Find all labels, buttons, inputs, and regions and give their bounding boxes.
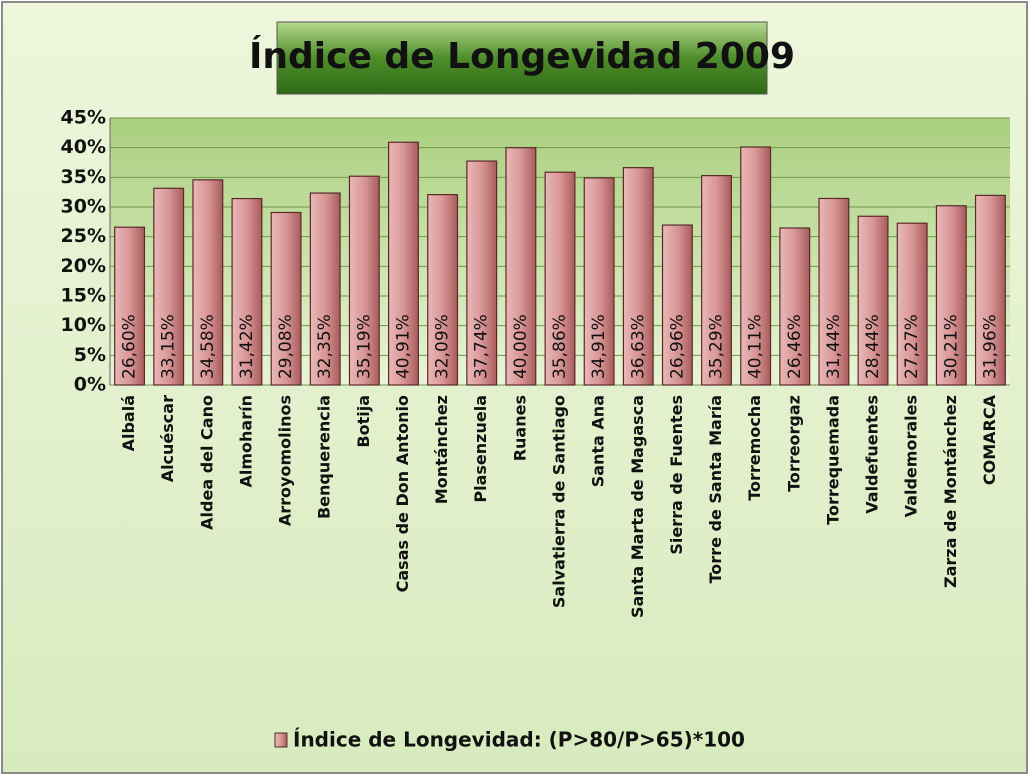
x-tick-label: Santa Marta de Magasca <box>628 395 647 618</box>
value-label: 36,63% <box>628 314 648 379</box>
x-tick-label: Valdefuentes <box>863 395 882 514</box>
value-label: 31,44% <box>824 314 844 379</box>
x-tick-label: Alcuéscar <box>158 395 177 482</box>
bar <box>661 224 693 386</box>
x-tick-label: COMARCA <box>980 394 999 485</box>
bar <box>505 147 537 386</box>
bar <box>701 175 732 386</box>
y-tick-label: 15% <box>61 285 106 307</box>
bar <box>857 215 889 386</box>
bar <box>974 194 1006 386</box>
title-box <box>276 21 768 95</box>
x-tick-label: Santa Ana <box>589 395 608 487</box>
value-label: 40,11% <box>746 314 766 379</box>
y-tick-label: 30% <box>61 196 106 218</box>
value-label: 32,35% <box>315 314 335 379</box>
bar <box>818 197 850 386</box>
x-tick-label: Torreorgaz <box>784 395 803 492</box>
value-label: 34,91% <box>589 314 609 379</box>
x-tick-label: Benquerencia <box>315 395 334 519</box>
value-label: 26,46% <box>785 314 805 379</box>
y-tick-label: 10% <box>61 314 106 336</box>
value-label: 32,09% <box>433 314 453 379</box>
bar <box>740 146 772 386</box>
x-tick-label: Montánchez <box>432 395 451 504</box>
bar <box>427 193 459 386</box>
value-label: 35,86% <box>550 314 570 379</box>
x-tick-label: Almoharín <box>236 395 255 487</box>
bar <box>544 171 576 386</box>
bar <box>388 141 419 386</box>
value-label: 33,15% <box>159 314 179 379</box>
bar <box>779 227 811 386</box>
y-tick-label: 35% <box>61 166 106 188</box>
y-tick-label: 25% <box>61 225 106 247</box>
bar <box>309 192 341 386</box>
x-tick-label: Torrequemada <box>823 395 842 525</box>
x-tick-label: Zarza de Montánchez <box>941 395 960 588</box>
legend-swatch <box>274 732 288 748</box>
value-label: 26,60% <box>120 314 140 379</box>
value-label: 27,27% <box>902 314 922 379</box>
bar <box>935 205 967 386</box>
value-label: 40,00% <box>511 314 531 379</box>
chart-title: Índice de Longevidad 2009 <box>249 35 795 77</box>
value-label: 31,42% <box>237 314 257 379</box>
y-tick-label: 40% <box>61 136 106 158</box>
x-tick-label: Torre de Santa María <box>706 395 725 583</box>
x-tick-label: Valdemorales <box>902 395 921 517</box>
x-tick-label: Albalá <box>119 395 138 451</box>
value-label: 26,96% <box>667 314 687 379</box>
value-label: 40,91% <box>393 314 413 379</box>
x-tick-label: Botija <box>354 395 373 448</box>
bar <box>622 167 654 386</box>
bar <box>114 226 146 386</box>
value-label: 28,44% <box>863 314 883 379</box>
legend-label: Índice de Longevidad: (P>80/P>65)*100 <box>293 728 745 752</box>
y-tick-label: 45% <box>61 107 106 129</box>
x-tick-label: Salvatierra de Santiago <box>550 395 569 608</box>
bar <box>348 175 380 386</box>
bar <box>583 177 615 386</box>
value-label: 29,08% <box>276 314 296 379</box>
x-tick-label: Casas de Don Antonio <box>393 395 412 592</box>
y-tick-label: 5% <box>74 344 106 366</box>
bar <box>896 222 928 386</box>
value-label: 31,96% <box>980 314 1000 379</box>
value-label: 35,19% <box>354 314 374 379</box>
x-tick-label: Torremocha <box>745 395 764 501</box>
value-label: 34,58% <box>198 314 218 379</box>
x-tick-label: Plasenzuela <box>471 395 490 503</box>
x-tick-label: Sierra de Fuentes <box>667 395 686 555</box>
value-label: 30,21% <box>941 314 961 379</box>
bar <box>270 211 302 386</box>
bar <box>192 179 224 386</box>
value-label: 35,29% <box>707 314 727 379</box>
value-label: 37,74% <box>472 314 492 379</box>
y-tick-label: 0% <box>74 374 106 396</box>
bar <box>231 197 263 386</box>
bar <box>153 187 185 386</box>
bar <box>466 160 498 386</box>
y-tick-label: 20% <box>61 255 106 277</box>
x-tick-label: Ruanes <box>510 395 529 461</box>
x-tick-label: Arroyomolinos <box>276 395 295 526</box>
x-tick-label: Aldea del Cano <box>197 395 216 530</box>
